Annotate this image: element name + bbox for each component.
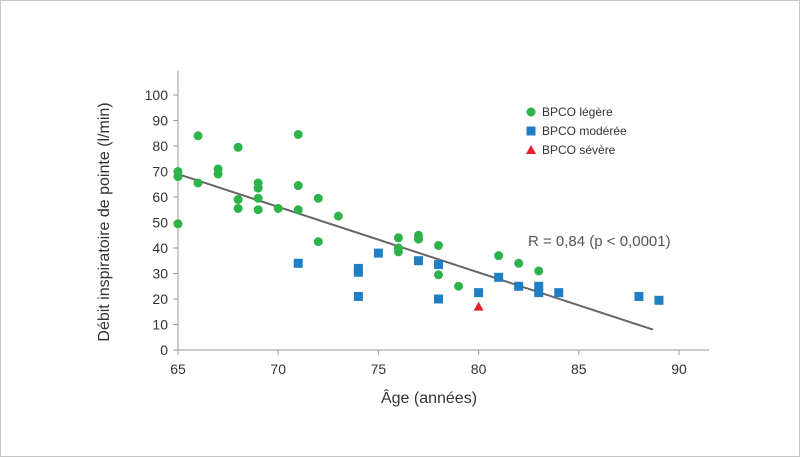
data-point-circle [514, 258, 524, 268]
y-tick-label: 80 [152, 138, 168, 154]
x-axis-title: Âge (années) [381, 388, 477, 407]
data-point-square [373, 248, 383, 258]
data-point-square [434, 294, 444, 304]
data-point-square [514, 281, 524, 291]
data-point-square [654, 295, 664, 305]
data-point-square [353, 291, 363, 301]
legend-label: BPCO modérée [542, 124, 627, 138]
legend-marker-square [526, 126, 536, 136]
data-point-circle [233, 142, 243, 152]
data-point-circle [413, 234, 423, 244]
data-point-square [554, 288, 564, 298]
legend-label: BPCO légère [542, 105, 613, 119]
data-point-circle [534, 266, 544, 276]
data-point-circle [213, 169, 223, 179]
y-tick-label: 0 [160, 342, 168, 358]
data-point-circle [393, 247, 403, 257]
x-axis-ticks: 65 70 75 80 85 90 [170, 350, 687, 377]
y-tick-label: 60 [152, 189, 168, 205]
data-point-circle [313, 193, 323, 203]
legend-marker-circle [526, 107, 536, 117]
x-tick-label: 65 [170, 361, 186, 377]
data-point-triangle [473, 301, 484, 311]
data-point-circle [173, 172, 183, 182]
data-point-circle [193, 178, 203, 188]
x-tick-label: 80 [471, 361, 487, 377]
legend: BPCO légère BPCO modérée BPCO sévère [526, 105, 627, 157]
data-point-square [474, 288, 484, 298]
legend-label: BPCO sévère [542, 143, 616, 157]
data-point-square [353, 267, 363, 277]
y-tick-label: 30 [152, 266, 168, 282]
x-tick-label: 70 [270, 361, 286, 377]
data-point-square [413, 256, 423, 266]
data-point-circle [393, 233, 403, 243]
y-axis-ticks: 0 10 20 30 40 50 60 70 80 90 100 [145, 87, 178, 358]
data-points [173, 130, 664, 311]
y-tick-label: 90 [152, 113, 168, 129]
data-point-circle [293, 181, 303, 191]
x-tick-label: 75 [371, 361, 387, 377]
data-point-circle [253, 183, 263, 193]
y-tick-label: 50 [152, 215, 168, 231]
data-point-circle [253, 205, 263, 215]
y-tick-label: 70 [152, 164, 168, 180]
data-point-circle [333, 211, 343, 221]
y-tick-label: 100 [145, 87, 169, 103]
data-point-circle [434, 240, 444, 250]
data-point-circle [454, 281, 464, 291]
data-point-circle [233, 195, 243, 205]
data-point-square [534, 281, 544, 291]
data-point-square [434, 260, 444, 270]
data-point-circle [313, 237, 323, 247]
data-point-square [634, 291, 644, 301]
data-point-square [293, 258, 303, 268]
data-point-square [534, 288, 544, 298]
y-tick-label: 10 [152, 317, 168, 333]
data-point-circle [293, 205, 303, 215]
correlation-annotation: R = 0,84 (p < 0,0001) [528, 233, 671, 250]
data-point-circle [293, 130, 303, 140]
x-tick-label: 85 [571, 361, 587, 377]
data-point-circle [434, 270, 444, 280]
y-tick-label: 40 [152, 240, 168, 256]
data-point-circle [173, 219, 183, 229]
data-point-circle [494, 251, 504, 261]
data-point-square [494, 272, 504, 282]
legend-marker-triangle [526, 145, 536, 154]
data-point-circle [233, 203, 243, 213]
y-axis-title: Débit inspiratoire de pointe (l/min) [96, 102, 113, 341]
y-tick-label: 20 [152, 291, 168, 307]
x-tick-label: 90 [671, 361, 687, 377]
data-point-circle [253, 193, 263, 203]
data-point-circle [193, 131, 203, 141]
regression-line [177, 173, 654, 331]
data-point-circle [273, 203, 283, 213]
